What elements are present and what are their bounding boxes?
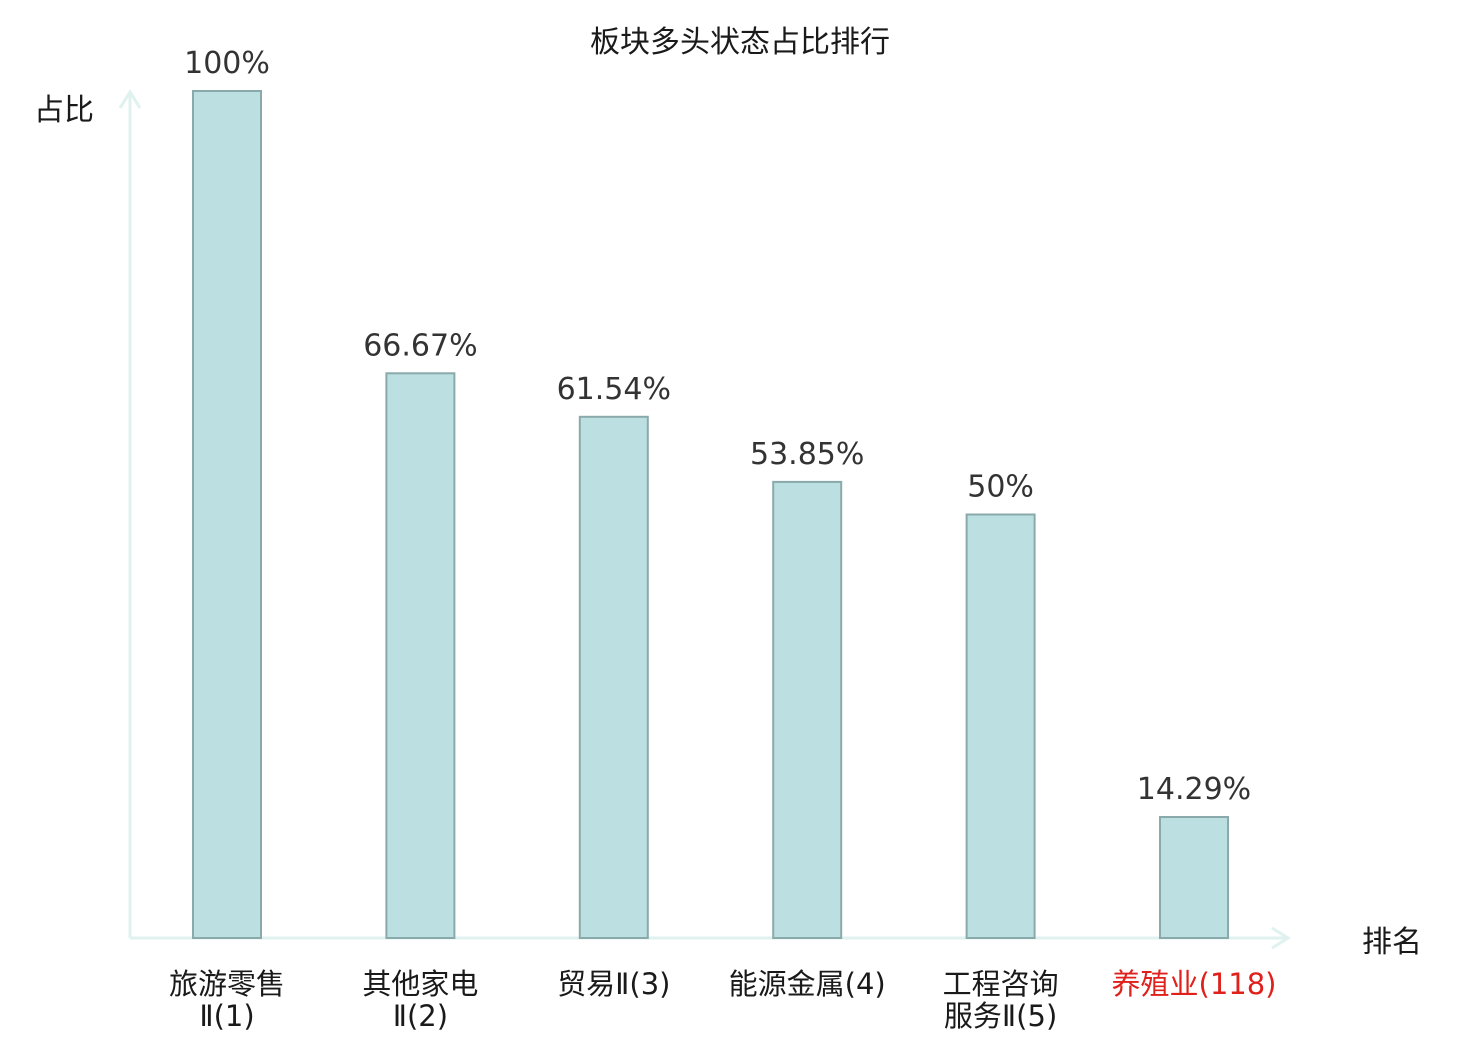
bar (192, 90, 262, 939)
bar (965, 513, 1036, 939)
bar (385, 372, 456, 939)
bar-value-label: 14.29% (1137, 772, 1251, 807)
x-tick-label: 养殖业(118) (1112, 967, 1277, 1001)
bar-value-label: 50% (967, 470, 1034, 505)
x-tick-label: 其他家电 Ⅱ(2) (362, 967, 478, 1033)
bar-value-label: 100% (184, 46, 270, 81)
bar-value-label: 61.54% (557, 372, 671, 407)
bar-value-label: 53.85% (750, 437, 864, 472)
x-axis-arrow (1271, 926, 1291, 950)
bar (578, 415, 649, 939)
x-tick-label: 旅游零售 Ⅱ(1) (169, 967, 285, 1033)
bar-value-label: 66.67% (363, 328, 477, 363)
x-tick-label: 贸易Ⅱ(3) (557, 967, 670, 1001)
x-axis-label: 排名 (1362, 925, 1422, 960)
bar (1159, 816, 1229, 939)
bar (772, 480, 843, 939)
x-tick-labels-group: 旅游零售 Ⅱ(1) 其他家电 Ⅱ(2) 贸易Ⅱ(3) 能源金属(4) 工程咨询服务Ⅱ(5) 养… (169, 967, 1277, 1033)
chart-title: 板块多头状态占比排行 (590, 25, 890, 60)
y-axis-arrow (118, 89, 142, 109)
x-tick-label: 工程咨询服务Ⅱ(5) (943, 967, 1059, 1033)
x-tick-label: 能源金属(4) (729, 967, 886, 1001)
axes (118, 89, 1291, 950)
y-axis-label: 占比 (34, 93, 94, 128)
data-labels-group: 100% 66.67% 61.54% 53.85% 50% 14.29% (184, 46, 1251, 807)
bars-group (192, 90, 1229, 939)
